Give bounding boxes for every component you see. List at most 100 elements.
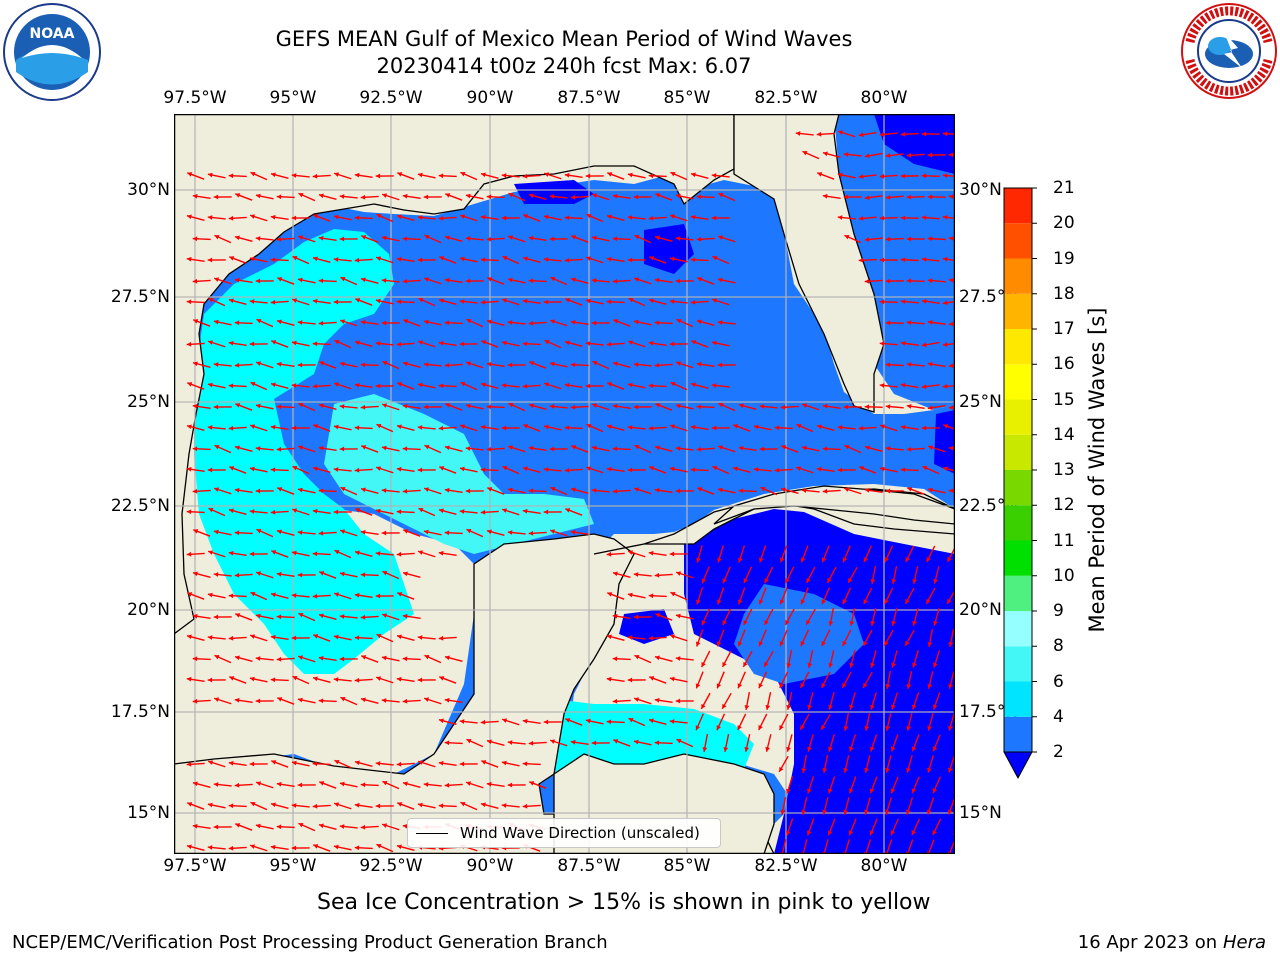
wind-arrow-head (186, 341, 192, 347)
wind-arrow-head (655, 655, 660, 661)
wind-arrow-head (186, 551, 192, 557)
wind-arrow-head (376, 213, 382, 219)
wind-arrow-head (276, 656, 282, 662)
wind-arrow-head (487, 529, 492, 535)
wind-arrow-head (690, 424, 696, 430)
wind-arrow-head (885, 446, 891, 451)
colorbar-tick-label: 15 (1053, 389, 1075, 410)
wind-arrow-head (900, 131, 906, 137)
wind-arrow-head (849, 621, 855, 626)
wind-arrow-head (890, 746, 896, 752)
wind-arrow-head (869, 830, 875, 836)
wind-arrow-head (612, 278, 618, 284)
wind-arrow-head (277, 277, 283, 282)
wind-arrow-head (334, 172, 340, 177)
wind-arrow-head (779, 724, 784, 730)
colorbar-tick-label: 19 (1053, 248, 1075, 269)
wind-arrow-head (921, 425, 927, 431)
wind-arrow-head (864, 237, 870, 242)
wind-arrow-head (669, 341, 675, 347)
wind-arrow-head (607, 214, 612, 220)
wind-arrow-head (360, 319, 366, 325)
wind-arrow-head (612, 698, 618, 704)
wind-arrow-head (460, 214, 466, 219)
wind-arrow-head (249, 256, 255, 262)
wind-arrow-head (821, 641, 826, 647)
wind-arrow-head (375, 298, 381, 304)
wind-arrow-head (865, 445, 870, 451)
wind-arrow-head (669, 299, 675, 304)
wind-arrow-head (744, 746, 750, 752)
map-subtitle: 20230414 t00z 240h fcst Max: 6.07 (376, 54, 752, 78)
wind-arrow-head (633, 404, 639, 410)
wind-arrow-head (361, 487, 366, 493)
wind-arrow-head (821, 682, 826, 688)
wind-arrow-head (375, 341, 381, 346)
wind-arrow-head (627, 635, 633, 640)
wind-arrow-head (634, 654, 640, 660)
wind-arrow-head (354, 845, 360, 851)
wind-arrow-head (297, 362, 303, 368)
wind-arrow-head (628, 340, 634, 345)
wind-arrow-head (312, 341, 318, 347)
wind-arrow-head (570, 319, 576, 325)
wind-arrow-head (549, 236, 555, 242)
wind-arrow-head (271, 172, 276, 178)
top-lon-label: 95°W (269, 88, 317, 108)
atlantic-dark-top (874, 114, 955, 174)
wind-arrow-head (565, 340, 570, 346)
wind-arrow-head (863, 599, 868, 605)
wind-arrow-head (207, 677, 213, 683)
wind-arrow-head (711, 215, 717, 221)
wind-arrow-head (606, 256, 612, 262)
wind-arrow-head (627, 382, 633, 388)
wind-arrow-head (849, 704, 854, 710)
wind-arrow-head (403, 781, 408, 787)
credit: NCEP/EMC/Verification Post Processing Pr… (12, 932, 608, 953)
wind-arrow-head (361, 277, 366, 283)
wind-arrow-head (382, 193, 388, 198)
wind-arrow-head (208, 297, 214, 303)
wind-arrow-head (375, 761, 381, 766)
wind-arrow-head (648, 215, 654, 221)
wind-arrow-head (911, 704, 917, 710)
wind-arrow-head (250, 844, 256, 849)
wind-arrow-head (921, 173, 927, 179)
right-lat-label: 17.5°N (959, 702, 1019, 722)
wind-arrow-head (312, 173, 318, 179)
wind-arrow-head (848, 577, 853, 583)
wind-arrow-head (842, 599, 847, 605)
wind-arrow-head (375, 803, 381, 809)
wind-arrow-head (711, 340, 717, 346)
wind-arrow-head (785, 578, 790, 584)
wind-arrow-head (355, 508, 361, 513)
wind-arrow-head (633, 739, 639, 745)
wind-arrow-head (297, 782, 303, 788)
wind-arrow-head (948, 363, 954, 369)
wind-arrow-head (255, 236, 261, 241)
wind-arrow-head (802, 150, 808, 156)
wind-arrow-head (822, 446, 828, 452)
wind-arrow-head (291, 550, 297, 556)
wind-arrow-head (340, 276, 346, 282)
wind-arrow-head (696, 236, 702, 242)
wind-arrow-head (716, 641, 722, 647)
wind-arrow-head (870, 579, 876, 584)
wind-arrow-head (250, 634, 256, 639)
wind-arrow-head (250, 801, 256, 807)
cuba-land (713, 485, 955, 525)
wind-arrow-head (396, 299, 402, 305)
wind-arrow-head (690, 214, 696, 220)
wind-arrow-head (276, 614, 282, 620)
colorbar-tick-label: 6 (1053, 671, 1064, 692)
wind-arrow-head (592, 193, 598, 198)
colorbar-cell (1004, 540, 1032, 576)
wind-arrow-head (318, 655, 324, 661)
wind-arrow-head (613, 571, 618, 577)
wind-arrow-head (544, 172, 550, 177)
wind-arrow-head (628, 717, 634, 723)
wind-arrow-head (502, 508, 508, 513)
wind-arrow-head (912, 662, 917, 668)
wind-arrow-head (802, 403, 808, 408)
wind-arrow-head (313, 214, 319, 219)
